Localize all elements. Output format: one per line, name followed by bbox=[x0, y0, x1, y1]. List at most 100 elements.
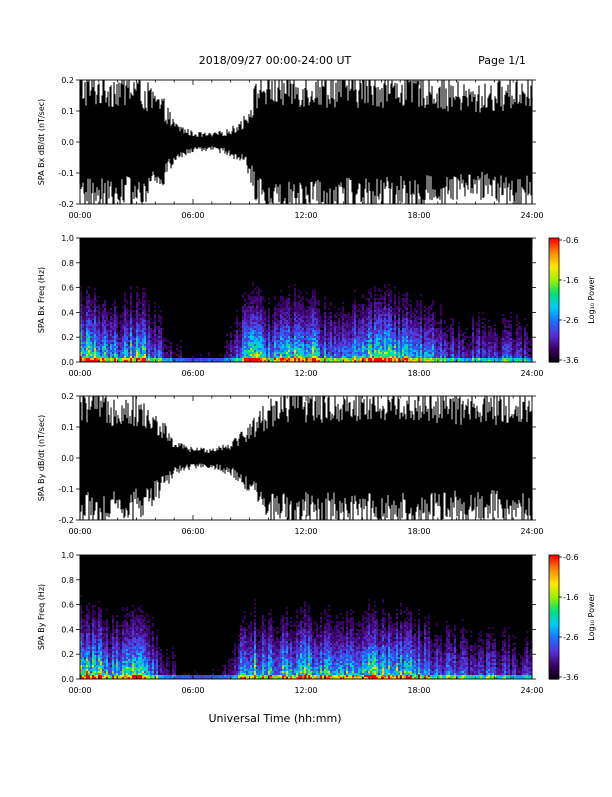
spectrogram-cell bbox=[388, 308, 390, 310]
spectrogram-cell bbox=[368, 346, 370, 348]
spectrogram-cell bbox=[100, 346, 102, 348]
spectrogram-cell bbox=[458, 340, 460, 342]
spectrogram-cell bbox=[326, 356, 328, 358]
spectrogram-cell bbox=[104, 306, 106, 308]
spectrogram-cell bbox=[322, 326, 324, 328]
spectrogram-cell bbox=[314, 336, 316, 338]
spectrogram-cell bbox=[386, 354, 388, 356]
spectrogram-cell bbox=[324, 336, 326, 338]
spectrogram-cell bbox=[388, 322, 390, 324]
spectrogram-cell bbox=[390, 312, 392, 314]
spectrogram-cell bbox=[312, 340, 314, 342]
spectrogram-cell bbox=[410, 322, 412, 324]
spectrogram-cell bbox=[232, 352, 234, 354]
spectrogram-cell bbox=[136, 354, 138, 356]
spectrogram-cell bbox=[262, 306, 264, 308]
spectrogram-cell bbox=[312, 320, 314, 322]
spectrogram-cell bbox=[422, 318, 424, 320]
spectrogram-cell bbox=[312, 308, 314, 310]
spectrogram-cell bbox=[444, 344, 446, 346]
spectrogram-cell bbox=[274, 358, 276, 360]
spectrogram-cell bbox=[410, 320, 412, 322]
spectrogram-cell bbox=[260, 340, 262, 342]
spectrogram-cell bbox=[104, 324, 106, 326]
spectrogram-cell bbox=[398, 330, 400, 332]
spectrogram-cell bbox=[354, 300, 356, 302]
spectrogram-cell bbox=[240, 358, 242, 360]
spectrogram-cell bbox=[388, 330, 390, 332]
spectrogram-cell bbox=[340, 316, 342, 318]
spectrogram-cell bbox=[158, 356, 160, 358]
spectrogram-cell bbox=[166, 346, 168, 348]
spectrogram-cell bbox=[348, 348, 350, 350]
spectrogram-cell bbox=[380, 312, 382, 314]
spectrogram-cell bbox=[404, 304, 406, 306]
spectrogram-cell bbox=[448, 348, 450, 350]
spectrogram-cell bbox=[110, 332, 112, 334]
spectrogram-cell bbox=[92, 346, 94, 348]
spectrogram-cell bbox=[344, 344, 346, 346]
spectrogram-cell bbox=[328, 358, 330, 360]
spectrogram-cell bbox=[432, 352, 434, 354]
spectrogram-cell bbox=[440, 314, 442, 316]
spectrogram-cell bbox=[392, 356, 394, 358]
spectrogram-cell bbox=[388, 332, 390, 334]
spectrogram-cell bbox=[376, 340, 378, 342]
spectrogram-cell bbox=[216, 358, 218, 360]
spectrogram-cell bbox=[276, 340, 278, 342]
spectrogram-cell bbox=[402, 304, 404, 306]
spectrogram-cell bbox=[114, 344, 116, 346]
spectrogram-cell bbox=[250, 356, 252, 358]
spectrogram-cell bbox=[380, 352, 382, 354]
spectrogram-cell bbox=[86, 292, 88, 294]
spectrogram-cell bbox=[338, 314, 340, 316]
spectrogram-cell bbox=[246, 312, 248, 314]
spectrogram-cell bbox=[348, 338, 350, 340]
spectrogram-cell bbox=[274, 330, 276, 332]
spectrogram-cell bbox=[254, 316, 256, 318]
spectrogram-cell bbox=[440, 352, 442, 354]
spectrogram-cell bbox=[336, 328, 338, 330]
spectrogram-cell bbox=[128, 352, 130, 354]
spectrogram-cell bbox=[464, 356, 466, 358]
spectrogram-cell bbox=[244, 320, 246, 322]
spectrogram-cell bbox=[444, 358, 446, 360]
spectrogram-cell bbox=[330, 312, 332, 314]
spectrogram-cell bbox=[354, 346, 356, 348]
spectrogram-cell bbox=[384, 322, 386, 324]
spectrogram-cell bbox=[390, 328, 392, 330]
spectrogram-cell bbox=[150, 330, 152, 332]
spectrogram-cell bbox=[244, 308, 246, 310]
spectrogram-cell bbox=[94, 334, 96, 336]
spectrogram-cell bbox=[124, 350, 126, 352]
spectrogram-cell bbox=[456, 356, 458, 358]
spectrogram-cell bbox=[432, 348, 434, 350]
spectrogram-cell bbox=[86, 338, 88, 340]
spectrogram-cell bbox=[250, 310, 252, 312]
spectrogram-cell bbox=[352, 354, 354, 356]
spectrogram-cell bbox=[426, 352, 428, 354]
spectrogram-cell bbox=[352, 328, 354, 330]
spectrogram-cell bbox=[236, 332, 238, 334]
spectrogram-cell bbox=[366, 316, 368, 318]
spectrogram-cell bbox=[90, 344, 92, 346]
spectrogram-cell bbox=[248, 348, 250, 350]
spectrogram-cell bbox=[266, 330, 268, 332]
spectrogram-cell bbox=[280, 298, 282, 300]
spectrogram-cell bbox=[302, 356, 304, 358]
spectrogram-cell bbox=[312, 318, 314, 320]
spectrogram-cell bbox=[334, 306, 336, 308]
spectrogram-cell bbox=[116, 330, 118, 332]
spectrogram-cell bbox=[352, 348, 354, 350]
spectrogram-cell bbox=[126, 300, 128, 302]
spectrogram-cell bbox=[234, 334, 236, 336]
spectrogram-cell bbox=[398, 338, 400, 340]
spectrogram-cell bbox=[158, 358, 160, 360]
spectrogram-cell bbox=[106, 330, 108, 332]
spectrogram-cell bbox=[466, 348, 468, 350]
spectrogram-cell bbox=[160, 354, 162, 356]
spectrogram-cell bbox=[276, 318, 278, 320]
spectrogram-cell bbox=[290, 326, 292, 328]
spectrogram-cell bbox=[262, 326, 264, 328]
spectrogram-cell bbox=[366, 342, 368, 344]
